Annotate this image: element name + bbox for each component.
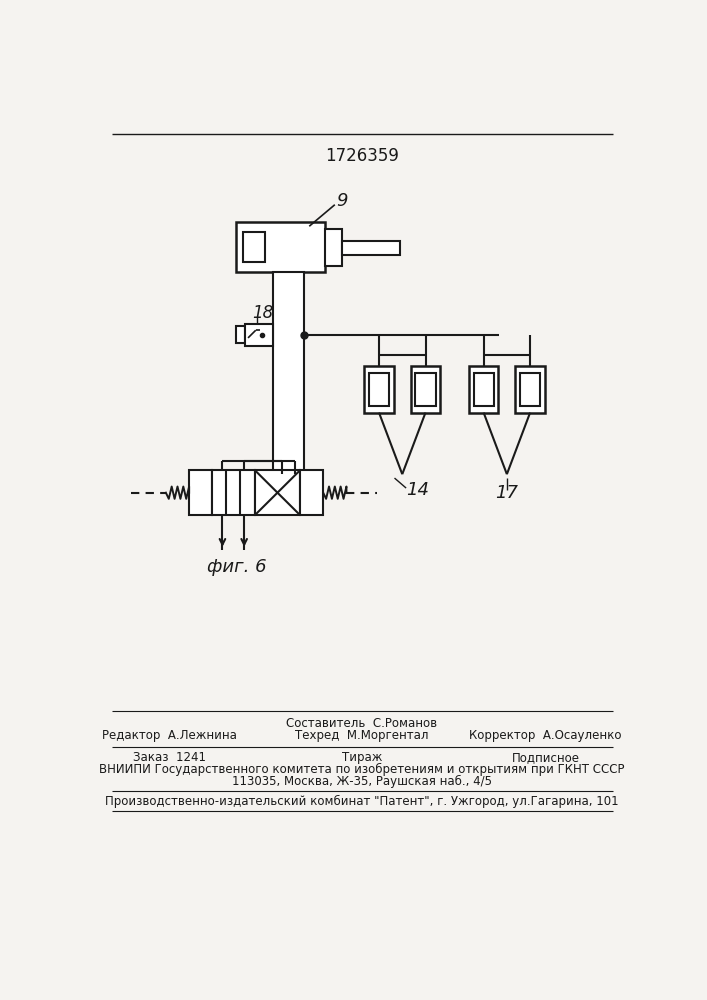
Bar [364,366,394,413]
Text: Корректор  А.Осауленко: Корректор А.Осауленко [469,730,622,742]
Text: Редактор  А.Лежнина: Редактор А.Лежнина [103,730,237,742]
Bar [189,470,212,515]
Bar [245,324,273,346]
Text: 1726359: 1726359 [325,147,399,165]
Text: ВНИИПИ Государственного комитета по изобретениям и открытиям при ГКНТ СССР: ВНИИПИ Государственного комитета по изоб… [99,763,625,776]
Bar [411,366,440,413]
Bar [416,373,436,406]
Text: Производственно-издательский комбинат "Патент", г. Ужгород, ул.Гагарина, 101: Производственно-издательский комбинат "П… [105,795,619,808]
Text: 14: 14 [406,481,429,499]
Bar [341,241,400,255]
Bar [369,373,389,406]
Text: 17: 17 [496,484,518,502]
Text: 18: 18 [252,304,274,322]
Bar [255,470,300,515]
Text: Составитель  С.Романов: Составитель С.Романов [286,717,438,730]
Bar [212,470,255,515]
Bar [243,232,265,262]
Text: Подписное: Подписное [512,751,580,764]
Text: фиг. 6: фиг. 6 [207,558,267,576]
Bar [273,272,304,474]
Bar [235,326,245,343]
Bar [469,366,498,413]
Bar [325,229,341,266]
Bar [300,470,323,515]
Bar [520,373,540,406]
Text: Техред  М.Моргентал: Техред М.Моргентал [296,730,428,742]
Text: Тираж: Тираж [341,751,382,764]
Bar [515,366,545,413]
Text: Заказ  1241: Заказ 1241 [133,751,206,764]
Text: 113035, Москва, Ж-35, Раушская наб., 4/5: 113035, Москва, Ж-35, Раушская наб., 4/5 [232,775,492,788]
Bar [474,373,493,406]
Text: 9: 9 [337,192,348,210]
Bar [235,222,325,272]
